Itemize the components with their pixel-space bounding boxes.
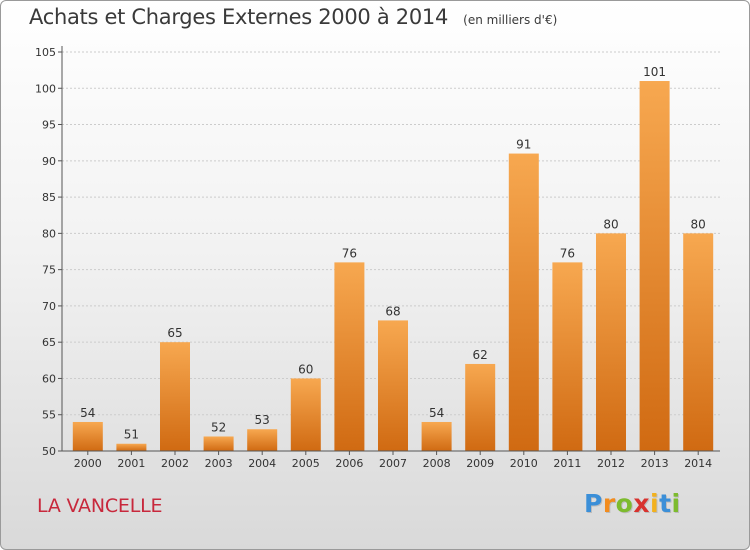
data-label: 54 xyxy=(429,406,444,420)
y-tick-label: 100 xyxy=(35,82,56,95)
bar-2005 xyxy=(290,378,321,451)
y-tick-label: 70 xyxy=(42,300,56,313)
data-label: 76 xyxy=(560,246,575,260)
data-label: 60 xyxy=(298,362,313,376)
y-tick-label: 50 xyxy=(42,445,56,458)
data-label: 62 xyxy=(473,348,488,362)
x-tick-label: 2010 xyxy=(510,457,538,470)
y-tick-label: 65 xyxy=(42,336,56,349)
bar-2004 xyxy=(247,429,278,451)
bar-2003 xyxy=(203,436,234,451)
logo-letter: o xyxy=(615,489,634,518)
y-tick-label: 60 xyxy=(42,372,56,385)
commune-name: LA VANCELLE xyxy=(37,495,163,517)
bar-2011 xyxy=(552,262,583,451)
x-tick-label: 2013 xyxy=(641,457,669,470)
data-label: 53 xyxy=(255,413,270,427)
x-tick-label: 2006 xyxy=(335,457,363,470)
logo-letter: t xyxy=(659,489,672,518)
proxiti-logo: Proxiti xyxy=(584,489,681,518)
bar-2007 xyxy=(378,320,408,451)
data-label: 91 xyxy=(516,138,531,152)
logo-letter: r xyxy=(602,489,616,518)
bar-2013 xyxy=(639,81,670,451)
x-tick-label: 2007 xyxy=(379,457,407,470)
y-tick-label: 85 xyxy=(42,191,56,204)
y-tick-label: 95 xyxy=(42,119,56,132)
bar-2010 xyxy=(508,153,539,451)
title-row: Achats et Charges Externes 2000 à 2014 (… xyxy=(29,5,557,29)
x-tick-label: 2014 xyxy=(684,457,712,470)
data-label: 51 xyxy=(124,428,139,442)
bar-2000 xyxy=(72,421,103,451)
y-tick-label: 75 xyxy=(42,264,56,277)
bars xyxy=(72,81,714,451)
x-tick-label: 2000 xyxy=(74,457,102,470)
x-tick-label: 2001 xyxy=(117,457,145,470)
x-tick-label: 2011 xyxy=(553,457,581,470)
logo-letter: i xyxy=(671,489,681,518)
data-label: 76 xyxy=(342,246,357,260)
logo-letter: P xyxy=(584,489,603,518)
logo-letter: i xyxy=(650,489,660,518)
logo-letter: x xyxy=(633,489,650,518)
y-tick-label: 55 xyxy=(42,409,56,422)
y-tick-label: 80 xyxy=(42,227,56,240)
bar-2009 xyxy=(465,363,496,451)
bar-2006 xyxy=(334,262,365,451)
x-tick-label: 2012 xyxy=(597,457,625,470)
x-tick-label: 2002 xyxy=(161,457,189,470)
x-tick-label: 2004 xyxy=(248,457,276,470)
data-label: 101 xyxy=(643,65,666,79)
x-tick-label: 2003 xyxy=(205,457,233,470)
data-label: 54 xyxy=(80,406,95,420)
data-labels: 54 51 65 52 53 60 76 68 54 62 91 76 80 101 80 xyxy=(80,65,706,442)
y-tick-label: 105 xyxy=(35,46,56,59)
y-tick-label: 90 xyxy=(42,155,56,168)
data-label: 80 xyxy=(603,217,618,231)
bar-2001 xyxy=(116,443,147,451)
bar-2014 xyxy=(683,233,714,451)
bar-2012 xyxy=(596,233,626,451)
x-tick-label: 2005 xyxy=(292,457,320,470)
x-tick-label: 2009 xyxy=(466,457,494,470)
chart-title: Achats et Charges Externes 2000 à 2014 xyxy=(29,5,449,29)
data-label: 65 xyxy=(167,326,182,340)
bar-2008 xyxy=(421,421,452,451)
axes: 50 55 60 65 70 75 80 85 90 95 100 105 2000 2001 2002 20… xyxy=(35,46,720,470)
data-label: 80 xyxy=(691,217,706,231)
x-tick-label: 2008 xyxy=(423,457,451,470)
data-label: 68 xyxy=(385,304,400,318)
chart-unit: (en milliers d'€) xyxy=(463,13,558,27)
data-label: 52 xyxy=(211,420,226,434)
bar-2002 xyxy=(160,342,190,451)
